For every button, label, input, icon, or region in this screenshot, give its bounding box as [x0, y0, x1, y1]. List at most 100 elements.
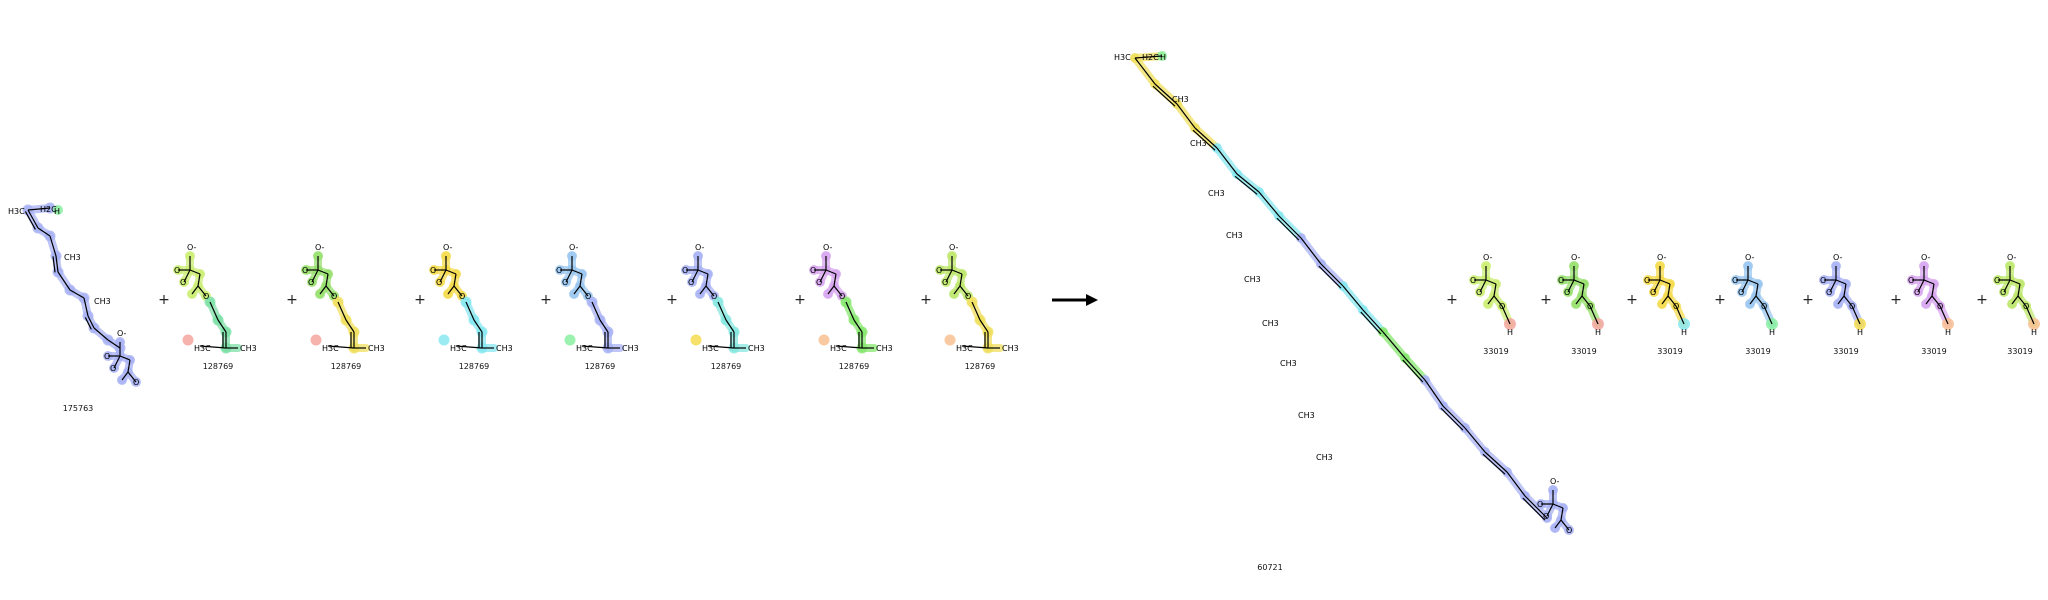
- bond: [573, 285, 581, 295]
- atom-label: O-: [1657, 253, 1667, 262]
- bonds: [24, 55, 2035, 531]
- compound-id: 33019: [1921, 347, 1946, 356]
- compound-ids: 175763 128769 128769 128769 128769 128769 1287…: [63, 347, 2033, 572]
- atom-label: H: [1857, 328, 1863, 337]
- atom-label: O: [1937, 302, 1943, 311]
- atom-highlight: [53, 205, 63, 215]
- bond: [1552, 503, 1564, 509]
- atom-label: O-: [443, 243, 453, 252]
- bond: [705, 273, 709, 287]
- bond: [84, 317, 92, 330]
- bond: [1479, 279, 1487, 293]
- bond: [1567, 279, 1575, 293]
- atom-label: O: [682, 266, 688, 275]
- bond: [1931, 295, 1941, 307]
- atom-label: O: [2023, 302, 2029, 311]
- atom-label: O: [133, 378, 139, 387]
- atom-label: CH3: [748, 344, 765, 353]
- bond: [959, 273, 963, 287]
- atom-label: O: [816, 278, 822, 287]
- bond: [1464, 427, 1486, 453]
- atom-label: O: [839, 292, 845, 301]
- bond: [27, 207, 51, 211]
- bond: [1755, 283, 1759, 297]
- atom-label: O-: [695, 243, 705, 252]
- bond: [209, 301, 219, 321]
- bond: [1659, 279, 1671, 285]
- bond: [1402, 359, 1424, 383]
- plus-sign: +: [1626, 292, 1638, 308]
- bond: [1300, 237, 1322, 265]
- compound-id: 33019: [1745, 347, 1770, 356]
- plus-sign: +: [920, 292, 932, 308]
- atom-label: O: [436, 278, 442, 287]
- atom-label: H3C: [194, 344, 211, 353]
- atom-label: H3C: [702, 344, 719, 353]
- plus-sign: +: [1802, 292, 1814, 308]
- atom-label: O: [302, 266, 308, 275]
- bond: [959, 285, 969, 297]
- atom-highlight: [690, 334, 702, 346]
- bond: [1440, 407, 1464, 431]
- atom-highlight: [818, 334, 830, 346]
- bond: [55, 255, 59, 273]
- plus-sign: +: [1976, 292, 1988, 308]
- bond: [2003, 279, 2011, 293]
- bond: [1134, 57, 1156, 85]
- atom-label: H3C: [956, 344, 973, 353]
- atom-label: H: [1681, 328, 1687, 337]
- bond: [725, 319, 735, 333]
- atom-label: O: [104, 352, 110, 361]
- atom-label: O: [1587, 302, 1593, 311]
- bond: [1424, 379, 1444, 407]
- bond: [945, 269, 953, 283]
- bond: [835, 345, 863, 349]
- bond: [833, 273, 837, 287]
- bond: [317, 269, 329, 275]
- bond: [1276, 217, 1300, 241]
- bond: [87, 315, 95, 329]
- atom-label: CH3: [1172, 95, 1189, 104]
- bond: [1360, 311, 1382, 335]
- atom-label: O: [430, 266, 436, 275]
- bond: [571, 269, 583, 275]
- bond: [1258, 191, 1280, 217]
- compound-id: 128769: [711, 362, 742, 371]
- plus-sign: +: [1540, 292, 1552, 308]
- atom-label: CH3: [368, 344, 385, 353]
- atom-label: O-: [2007, 253, 2017, 262]
- atom-label: H3C: [322, 344, 339, 353]
- atom-label: O: [1826, 288, 1832, 297]
- bond: [1581, 295, 1591, 307]
- atom-label: O: [711, 292, 717, 301]
- atom-label: O: [1738, 288, 1744, 297]
- bond: [705, 285, 715, 297]
- atom-label: O-: [117, 329, 127, 338]
- atom-label: H: [1595, 328, 1601, 337]
- plus-sign: +: [794, 292, 806, 308]
- atom-label: O: [936, 266, 942, 275]
- bond: [37, 227, 51, 237]
- atom-label: H3C: [1114, 53, 1131, 62]
- bond: [465, 301, 475, 321]
- atom-label: O-: [1745, 253, 1755, 262]
- bond: [953, 285, 961, 295]
- atom-label: O: [174, 266, 180, 275]
- bond: [445, 269, 457, 275]
- bond: [439, 269, 447, 283]
- bond: [1482, 453, 1506, 475]
- atom-label: H2C: [40, 205, 57, 214]
- bond: [2009, 279, 2021, 285]
- bond: [581, 345, 609, 349]
- bond: [327, 345, 355, 349]
- bond: [1667, 283, 1671, 297]
- bond: [691, 269, 699, 283]
- atom-label: O: [562, 278, 568, 287]
- atom-label: O: [1650, 288, 1656, 297]
- atom-label: O: [1476, 288, 1482, 297]
- bond: [833, 285, 843, 297]
- compound-id: 128769: [331, 362, 362, 371]
- atom-label: O: [1914, 288, 1920, 297]
- plus-sign: +: [158, 292, 170, 308]
- atom-label: CH3: [64, 253, 81, 262]
